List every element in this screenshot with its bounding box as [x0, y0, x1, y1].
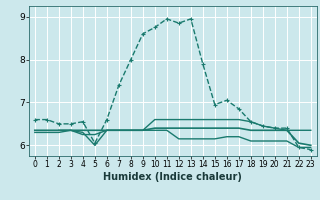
X-axis label: Humidex (Indice chaleur): Humidex (Indice chaleur) — [103, 172, 242, 182]
